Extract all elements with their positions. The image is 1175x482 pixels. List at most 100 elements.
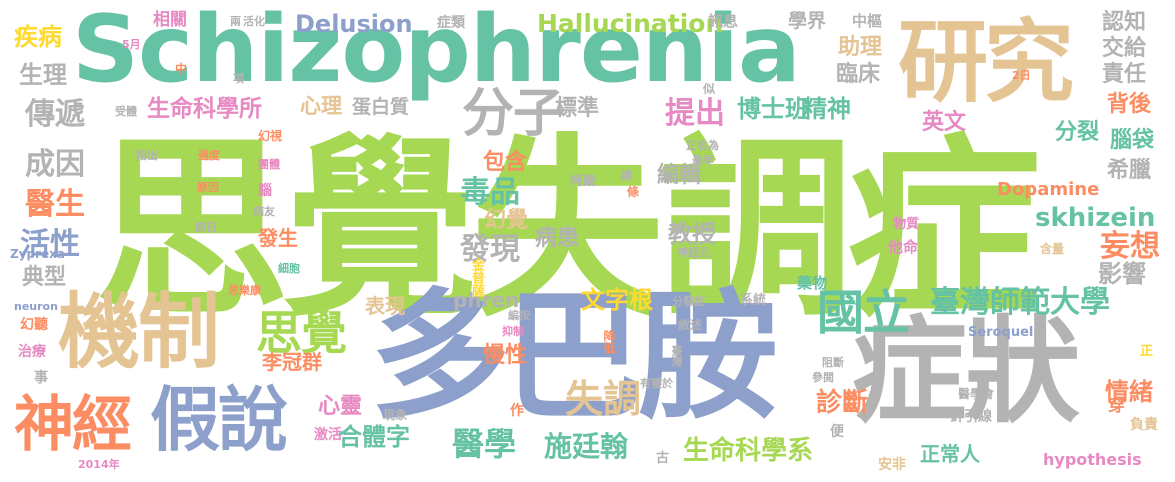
word-sijue-shitiao-zheng: 思覺失調症 bbox=[95, 117, 1041, 343]
word-dopamine-zh: 多巴胺 bbox=[370, 276, 778, 439]
word-brain-single: 腦 bbox=[258, 183, 272, 199]
word-greece: 希臘 bbox=[1107, 158, 1152, 183]
word-renamed: 正名為 bbox=[686, 139, 719, 152]
word-visual-halluc: 幻視 bbox=[258, 129, 283, 143]
word-disease: 疾病 bbox=[14, 23, 62, 51]
word-english: 英文 bbox=[922, 110, 967, 135]
word-block: 阻斷 bbox=[822, 356, 844, 369]
word-activity: 活性 bbox=[20, 227, 80, 262]
word-item: 項 bbox=[233, 72, 244, 85]
word-dopamine-en: Dopamine bbox=[997, 179, 1100, 200]
word-protein: 蛋白質 bbox=[352, 96, 410, 118]
word-related: 相關 bbox=[153, 10, 187, 30]
word-fellow-patient: 病友 bbox=[253, 205, 275, 218]
word-may: 5月 bbox=[122, 38, 141, 51]
word-med-assoc: 醫學會 bbox=[958, 387, 995, 401]
word-influence: 影響 bbox=[1098, 260, 1146, 288]
word-cell: 細胞 bbox=[278, 262, 300, 275]
word-shitiao: 失調 bbox=[565, 377, 642, 421]
word-emotion: 情緒 bbox=[1105, 378, 1153, 406]
word-medicine: 醫學 bbox=[452, 425, 517, 463]
word-reason: 原因 bbox=[197, 181, 219, 194]
word-physiology: 生理 bbox=[19, 61, 67, 89]
word-excessive: 過度 bbox=[198, 149, 220, 162]
word-two: 兩 bbox=[230, 15, 241, 28]
word-hallucination-zh: 幻覺 bbox=[484, 208, 529, 233]
word-wear: 穿 bbox=[1108, 396, 1125, 416]
word-standard: 標準 bbox=[555, 96, 600, 121]
word-phren: phren bbox=[453, 288, 520, 312]
word-lee-guanqun: 李冠群 bbox=[262, 350, 322, 374]
word-zyprexa: Zyprexa bbox=[10, 247, 66, 261]
word-taiwan: 臺灣 bbox=[670, 345, 683, 367]
word-chronic: 慢性 bbox=[483, 343, 528, 368]
word-hypothesis-zh: 假說 bbox=[150, 379, 288, 461]
word-system: 系統 bbox=[740, 293, 767, 308]
word-phenomenon: 現象 bbox=[383, 408, 408, 422]
word-discover: 發現 bbox=[460, 232, 520, 267]
word-make: 作 bbox=[510, 403, 524, 419]
word-medication: 藥物 bbox=[797, 274, 828, 292]
word-professor: 教授 bbox=[668, 220, 716, 248]
word-correct: 正 bbox=[1140, 344, 1154, 359]
word-symptom: 症狀 bbox=[852, 305, 1080, 439]
word-phd: 博士班 bbox=[737, 95, 809, 123]
word-middle: 中 bbox=[175, 62, 188, 76]
word-earliest: 最早 bbox=[692, 154, 714, 167]
word-seemingly: 似 bbox=[703, 82, 716, 96]
word-brain: 腦袋 bbox=[1110, 128, 1155, 153]
word-sijue: 思覺 bbox=[256, 306, 347, 360]
word-propose: 提出 bbox=[665, 96, 725, 131]
word-nerve: 神經 bbox=[14, 390, 132, 460]
word-responsibility: 責任 bbox=[1102, 62, 1147, 87]
word-narrate: 敘述 bbox=[678, 318, 703, 332]
word-psychology: 心理 bbox=[300, 94, 342, 118]
word-disease-type: 症類 bbox=[437, 15, 465, 31]
word-occur: 發生 bbox=[258, 226, 298, 250]
word-seroquel: Seroquel bbox=[968, 325, 1034, 340]
word-then: 便 bbox=[830, 424, 844, 440]
word-ancient: 古 bbox=[656, 451, 670, 466]
word-activation: 活化 bbox=[243, 15, 265, 28]
word-cocaine: 柯鹼 bbox=[570, 174, 597, 189]
word-assistant: 助理 bbox=[838, 35, 883, 60]
word-performance: 表現 bbox=[365, 294, 405, 318]
word-editors-note: 編按 bbox=[508, 309, 530, 322]
word-2nd-day: 2日 bbox=[1012, 69, 1031, 82]
word-activate: 激活 bbox=[314, 427, 342, 443]
word-auditory-halluc: 幻聽 bbox=[20, 317, 48, 333]
word-doctor: 醫生 bbox=[25, 187, 85, 222]
word-schizophrenia: Schizophrenia bbox=[72, 0, 801, 103]
word-transmit: 傳遞 bbox=[25, 97, 85, 132]
word-substance: 物質 bbox=[893, 217, 920, 232]
word-compound-char: 合體字 bbox=[338, 423, 410, 451]
word-delusion: Delusion bbox=[295, 10, 413, 38]
word-include: 包含 bbox=[483, 150, 528, 175]
word-seroquel-zh: 思樂康 bbox=[228, 284, 261, 297]
word-hand-over: 交給 bbox=[1102, 36, 1147, 61]
word-treatment: 治療 bbox=[18, 344, 46, 360]
word-normal-person: 正常人 bbox=[920, 442, 980, 466]
word-reduce: 降低 bbox=[602, 330, 616, 354]
word-needle-thread: 針引線 bbox=[950, 409, 992, 425]
word-spirit: 精神 bbox=[803, 95, 851, 123]
word-research: 研究 bbox=[898, 10, 1074, 115]
word-in-charge: 負責 bbox=[1130, 417, 1158, 433]
word-content: 含量 bbox=[1040, 242, 1065, 256]
word-article: 條 bbox=[627, 185, 640, 199]
word-typical: 典型 bbox=[22, 265, 67, 290]
word-please: 請 bbox=[621, 169, 632, 182]
word-amphet: 安非 bbox=[878, 457, 906, 473]
word-skhizein: skhizein bbox=[1035, 203, 1156, 233]
word-matter: 事 bbox=[34, 370, 48, 386]
word-national: 國立 bbox=[817, 286, 910, 341]
word-neuron: neuron bbox=[14, 300, 58, 313]
word-central: 中樞 bbox=[852, 12, 883, 30]
word-group: 團體 bbox=[258, 158, 280, 171]
word-zyprexa-zh: 金普薩 bbox=[469, 258, 484, 297]
word-neurone-zh: 神經元 bbox=[677, 246, 710, 259]
word-point-out: 指出 bbox=[136, 149, 158, 162]
word-drug: 毒品 bbox=[460, 175, 520, 210]
word-hallucination: Hallucination bbox=[537, 9, 724, 38]
